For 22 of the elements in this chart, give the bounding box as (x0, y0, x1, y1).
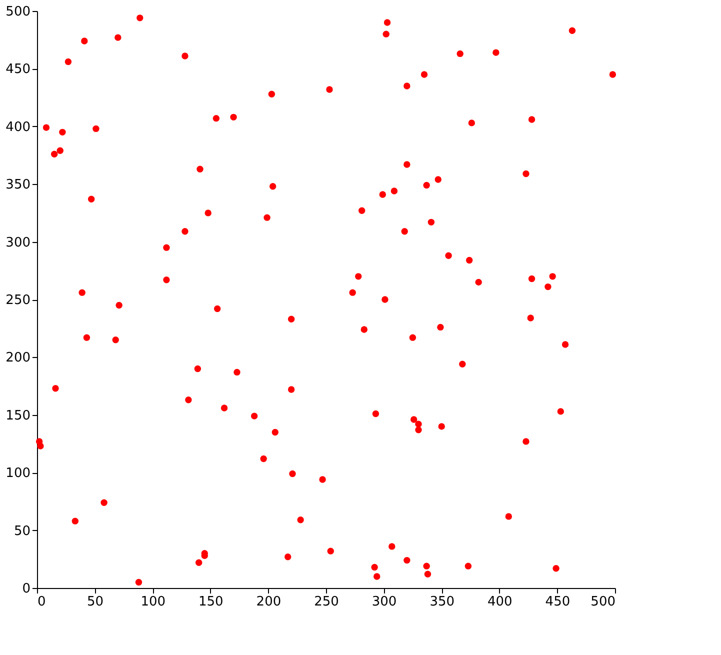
y-tick-label: 300 (6, 235, 30, 250)
x-tick-label: 200 (256, 594, 282, 610)
x-tick-label: 100 (140, 594, 166, 610)
y-tick-label: 0 (22, 582, 30, 596)
y-tick-label: 500 (6, 4, 30, 20)
y-tick-label: 100 (6, 466, 30, 482)
y-tick-label: 150 (6, 408, 30, 424)
y-tick-label: 350 (6, 178, 30, 193)
y-tick-label: 250 (6, 293, 30, 308)
y-tick-label: 50 (14, 524, 30, 539)
y-tick-label: 200 (6, 350, 30, 366)
y-tick-label: 400 (6, 120, 30, 135)
y-tick-label: 450 (6, 62, 30, 78)
x-tick-label: 150 (198, 594, 224, 610)
x-tick-label: 350 (430, 594, 455, 610)
x-tick-label: 300 (372, 594, 397, 610)
x-tick-label: 0 (38, 594, 46, 610)
x-tick-label: 450 (545, 594, 570, 610)
x-tick-label: 400 (487, 594, 512, 610)
x-tick-label: 250 (314, 594, 339, 610)
x-tick-label: 50 (87, 594, 104, 610)
x-tick-label: 500 (590, 594, 616, 610)
